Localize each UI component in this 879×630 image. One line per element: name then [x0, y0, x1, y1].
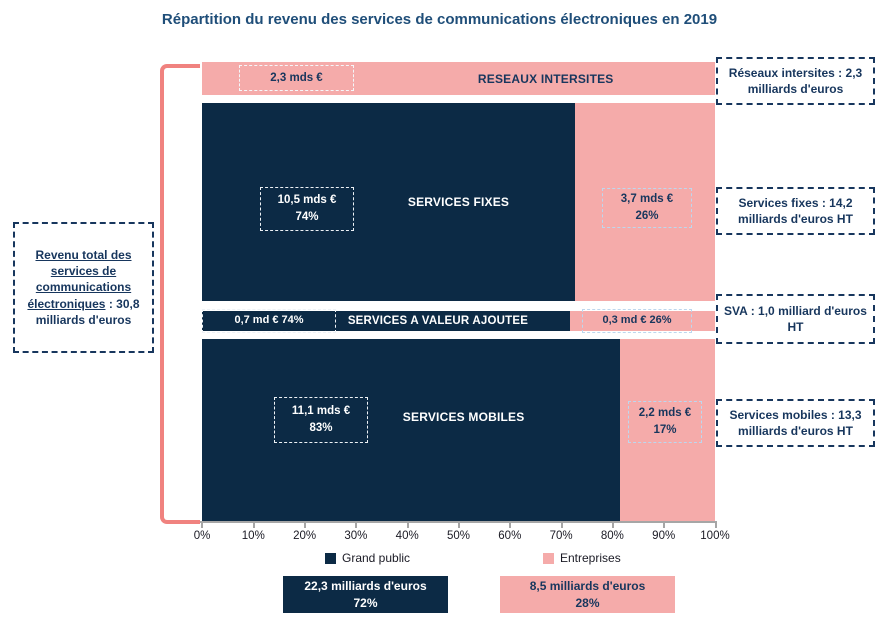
- legend-grand-public-label: Grand public: [342, 551, 411, 565]
- segment-mobiles-entreprises: [620, 339, 715, 521]
- x-axis-tick: [458, 521, 460, 528]
- x-tick-label: 20%: [293, 530, 317, 542]
- x-tick-label: 60%: [498, 530, 522, 542]
- total-revenue-text: Revenu total des services de communicati…: [21, 247, 146, 328]
- value-box-fixes-entreprises: 3,7 mds € 26%: [602, 188, 692, 228]
- bar-label-sva: SERVICES A VALEUR AJOUTEE: [347, 315, 529, 327]
- note-reseaux-intersites: Réseaux intersites : 2,3 milliards d'eur…: [716, 57, 875, 105]
- x-axis-tick: [355, 521, 357, 528]
- value-box-intersites: 2,3 mds €: [239, 65, 354, 91]
- x-axis-tick: [715, 521, 717, 528]
- value-mobiles-gp: 11,1 mds €: [291, 405, 351, 418]
- bar-services-mobiles: 11,1 mds € 83% SERVICES MOBILES 2,2 mds …: [202, 339, 715, 521]
- legend-entreprises-label: Entreprises: [560, 551, 621, 565]
- segment-mobiles-grand-public: [202, 339, 621, 521]
- summary-grand-public-value: 22,3 milliards d'euros: [304, 578, 427, 593]
- x-axis-labels: 0% 10% 20% 30% 40% 50% 60% 70% 80% 90% 1…: [194, 530, 730, 546]
- note-sva: SVA : 1,0 milliard d'euros HT: [716, 294, 875, 344]
- bar-label-fixes: SERVICES FIXES: [407, 195, 510, 209]
- value-box-sva-entreprises: 0,3 md € 26%: [582, 309, 692, 333]
- summary-entreprises-pct: 28%: [575, 595, 600, 610]
- pct-fixes-gp: 74%: [295, 211, 319, 223]
- x-tick-label: 80%: [600, 530, 624, 542]
- segment-intersites-entreprises: [202, 62, 715, 95]
- note-services-fixes: Services fixes : 14,2 milliards d'euros …: [716, 187, 875, 235]
- value-box-sva-grand-public: 0,7 md € 74%: [202, 309, 336, 333]
- bar-label-mobiles: SERVICES MOBILES: [402, 410, 525, 425]
- pct-mobiles-ent: 17%: [653, 424, 677, 436]
- chart-title: Répartition du revenu des services de co…: [161, 11, 718, 28]
- segment-fixes-grand-public: [202, 103, 576, 301]
- value-intersites: 2,3 mds €: [270, 71, 323, 84]
- value-fixes-ent: 3,7 mds €: [620, 193, 674, 206]
- total-revenue-note: Revenu total des services de communicati…: [13, 222, 154, 353]
- total-revenue-underlined: Revenu total des services de communicati…: [27, 248, 132, 311]
- x-tick-label: 70%: [549, 530, 573, 542]
- x-axis-tick: [561, 521, 563, 528]
- total-revenue-amount: 30,8 milliards d'euros: [35, 296, 140, 327]
- legend-grand-public: Grand public: [325, 551, 410, 565]
- x-tick-label: 100%: [700, 530, 730, 542]
- pct-fixes-ent: 26%: [635, 210, 659, 222]
- bar-sva: 0,7 md € 74% SERVICES A VALEUR AJOUTEE 0…: [202, 309, 715, 333]
- x-tick-label: 10%: [241, 530, 265, 542]
- value-sva-ent: 0,3 md € 26%: [602, 314, 672, 327]
- x-tick-label: 90%: [652, 530, 676, 542]
- value-sva-gp: 0,7 md € 74%: [234, 314, 304, 327]
- x-axis-tick: [253, 521, 255, 528]
- bar-label-intersites: RESEAUX INTERSITES: [477, 71, 614, 86]
- value-box-mobiles-grand-public: 11,1 mds € 83%: [274, 397, 368, 443]
- bar-services-fixes: 10,5 mds € 74% SERVICES FIXES 3,7 mds € …: [202, 103, 715, 301]
- value-mobiles-ent: 2,2 mds €: [638, 407, 692, 420]
- segment-sva-entreprises: [569, 311, 715, 331]
- x-tick-label: 30%: [344, 530, 368, 542]
- x-axis-tick: [304, 521, 306, 528]
- bar-reseaux-intersites: 2,3 mds € RESEAUX INTERSITES: [202, 62, 715, 95]
- x-tick-label: 0%: [193, 530, 211, 542]
- x-tick-label: 50%: [446, 530, 471, 542]
- legend-entreprises: Entreprises: [543, 551, 621, 565]
- summary-entreprises-value: 8,5 milliards d'euros: [529, 578, 646, 593]
- value-fixes-gp: 10,5 mds €: [277, 194, 337, 207]
- segment-sva-grand-public: [202, 311, 570, 331]
- value-box-mobiles-entreprises: 2,2 mds € 17%: [628, 401, 702, 443]
- x-axis-tick: [201, 521, 203, 528]
- x-axis-tick: [407, 521, 409, 528]
- x-axis-tick: [663, 521, 665, 528]
- summary-grand-public-pct: 72%: [353, 595, 378, 610]
- summary-entreprises: 8,5 milliards d'euros 28%: [500, 576, 675, 613]
- summary-grand-public: 22,3 milliards d'euros 72%: [283, 576, 448, 613]
- entreprises-swatch-icon: [543, 552, 554, 564]
- x-axis-tick: [612, 521, 614, 528]
- value-box-fixes-grand-public: 10,5 mds € 74%: [260, 187, 354, 231]
- pct-mobiles-gp: 83%: [309, 422, 333, 434]
- grand-public-swatch-icon: [325, 552, 336, 564]
- total-revenue-colon: :: [105, 296, 113, 311]
- total-bracket: [160, 64, 200, 524]
- note-services-mobiles: Services mobiles : 13,3 milliards d'euro…: [716, 399, 875, 447]
- x-tick-label: 40%: [395, 530, 419, 542]
- x-axis-tick: [509, 521, 511, 528]
